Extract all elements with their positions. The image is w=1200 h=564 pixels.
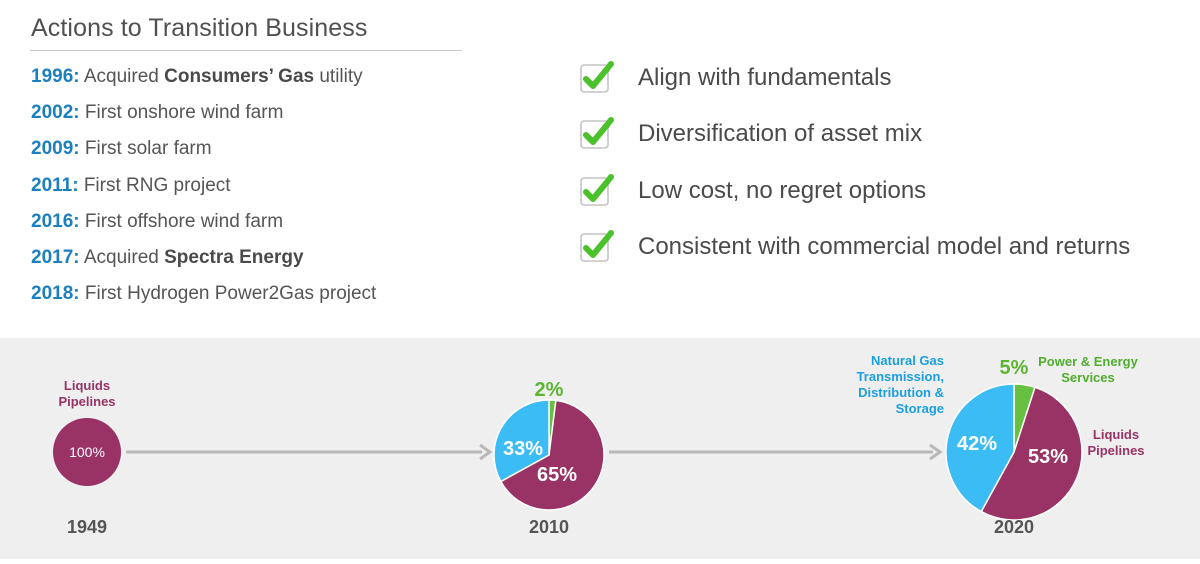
milestone-highlight: Spectra Energy <box>164 246 304 268</box>
principle-label: Diversification of asset mix <box>638 120 923 148</box>
milestone-item: 1996: Acquired Consumers’ Gas utility <box>31 63 376 99</box>
section-title: Actions to Transition Business <box>31 14 368 42</box>
pie-slice <box>499 399 605 511</box>
pie-slice <box>945 383 1015 513</box>
milestone-year: 1996: <box>31 66 80 87</box>
milestone-text-end: utility <box>314 66 363 87</box>
pie-data-label: 65% <box>537 464 577 486</box>
milestone-year: 2011: <box>31 174 79 196</box>
year-label: 1949 <box>67 517 107 537</box>
milestone-highlight: Consumers’ Gas <box>164 66 315 87</box>
principle-label: Low cost, no regret options <box>638 176 927 204</box>
milestone-text: First solar farm <box>84 138 212 160</box>
pie-data-label: 33% <box>503 438 543 460</box>
check-icon <box>580 229 616 265</box>
milestone-list: 1996: Acquired Consumers’ Gas utility 20… <box>31 63 376 316</box>
milestone-text: First RNG project <box>83 174 231 196</box>
milestone-text: First onshore wind farm <box>84 102 284 124</box>
principle-item: Consistent with commercial model and ret… <box>580 229 1130 285</box>
milestone-year: 2017: <box>31 246 80 268</box>
milestone-year: 2016: <box>31 210 80 232</box>
milestone-year: 2018: <box>31 283 80 305</box>
year-label: 2020 <box>994 517 1034 537</box>
series-label: Power & Energy Services <box>1038 354 1138 385</box>
timeline-arrowhead <box>929 443 943 461</box>
pie-data-label: 100% <box>69 444 105 460</box>
check-icon <box>580 60 616 96</box>
milestone-year: 2002: <box>31 102 80 124</box>
principle-item: Low cost, no regret options <box>580 173 1130 229</box>
series-label: Liquids Pipelines <box>58 378 115 409</box>
series-label: Liquids Pipelines <box>1087 427 1144 458</box>
principle-item: Diversification of asset mix <box>580 116 1130 172</box>
pie-data-label: 42% <box>957 433 997 455</box>
milestone-item: 2016: First offshore wind farm <box>31 208 376 244</box>
principle-list: Align with fundamentals Diversification … <box>580 60 1130 285</box>
check-icon <box>580 173 616 209</box>
pie-slice <box>53 418 121 486</box>
asset-mix-panel: Liquids Pipelines Natural Gas Transmission… <box>0 338 1200 559</box>
pie-slice <box>493 399 550 483</box>
milestone-text: Acquired <box>83 246 165 268</box>
pie-data-label: 5% <box>1000 357 1029 379</box>
milestone-text: First offshore wind farm <box>84 210 284 232</box>
principle-item: Align with fundamentals <box>580 60 1130 116</box>
series-label: Natural Gas Transmission, Distribution & St… <box>857 353 944 416</box>
pie-slice <box>980 386 1083 521</box>
milestone-item: 2011: First RNG project <box>31 172 376 208</box>
milestone-text: Acquired <box>83 66 165 87</box>
timeline-arrowhead <box>479 443 493 461</box>
milestone-item: 2002: First onshore wind farm <box>31 99 376 135</box>
milestone-item: 2018: First Hydrogen Power2Gas project <box>31 280 376 316</box>
asset-mix-chart: Liquids Pipelines Natural Gas Transmission… <box>53 353 1145 537</box>
principle-label: Consistent with commercial model and ret… <box>638 232 1131 260</box>
milestone-item: 2009: First solar farm <box>31 135 376 171</box>
milestone-text: First Hydrogen Power2Gas project <box>84 283 377 305</box>
pie-data-label: 53% <box>1028 446 1068 468</box>
pie-data-label: 2% <box>535 379 564 401</box>
check-icon <box>580 116 616 152</box>
title-divider <box>30 50 462 51</box>
milestone-year: 2009: <box>31 138 80 160</box>
principle-label: Align with fundamentals <box>638 64 892 91</box>
year-label: 2010 <box>529 517 569 537</box>
milestone-item: 2017: Acquired Spectra Energy <box>31 244 376 280</box>
